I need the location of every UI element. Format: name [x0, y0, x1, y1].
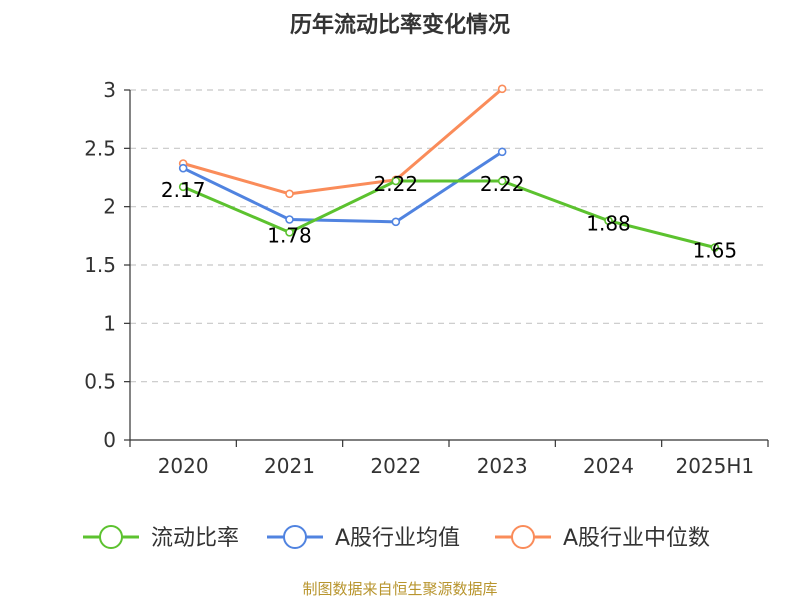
x-tick-label: 2024 — [583, 454, 634, 478]
series-point-1[interactable] — [391, 217, 401, 227]
y-tick-label: 0.5 — [84, 370, 116, 394]
data-label: 1.78 — [267, 223, 312, 247]
series-point-0[interactable] — [178, 182, 188, 192]
series-point-2[interactable] — [497, 84, 507, 94]
chart-title: 历年流动比率变化情况 — [290, 12, 510, 38]
series-point-2[interactable] — [285, 189, 294, 199]
legend: 流动比率 A股行业均值 A股行业中位数 — [83, 525, 710, 551]
series-point-1[interactable] — [178, 163, 188, 173]
y-tick-label: 1.5 — [84, 253, 116, 277]
legend-swatch-marker — [511, 525, 535, 549]
legend-item-1[interactable]: A股行业均值 — [267, 525, 460, 551]
y-tick-label: 2.5 — [84, 136, 116, 160]
x-tick-label: 2023 — [477, 454, 528, 478]
data-label: 1.88 — [586, 212, 631, 236]
series-point-0[interactable] — [497, 176, 507, 186]
legend-item-0[interactable]: 流动比率 — [83, 525, 239, 551]
series-point-0[interactable] — [285, 228, 294, 237]
series-group — [178, 84, 720, 252]
series-point-0[interactable] — [710, 243, 720, 252]
x-tick-label: 2025H1 — [675, 454, 754, 478]
data-label: 2.22 — [480, 172, 525, 196]
data-label: 1.65 — [693, 239, 738, 263]
series-point-1[interactable] — [497, 147, 507, 157]
x-tick-label: 2022 — [370, 454, 421, 478]
y-tick-label: 0 — [103, 428, 116, 452]
data-labels: 2.17 1.78 2.22 2.22 1.88 1.65 — [161, 172, 737, 263]
legend-item-2[interactable]: A股行业中位数 — [495, 525, 710, 551]
y-tick-label: 3 — [103, 78, 116, 102]
legend-label: A股行业均值 — [335, 526, 460, 551]
x-tick-label: 2021 — [264, 454, 315, 478]
grid-lines — [130, 89, 768, 383]
series-point-0[interactable] — [604, 216, 613, 225]
source-note: 制图数据来自恒生聚源数据库 — [302, 580, 497, 598]
legend-swatch-marker — [283, 525, 307, 549]
legend-swatch-marker — [99, 525, 123, 549]
legend-label: A股行业中位数 — [563, 526, 710, 551]
y-tick-label: 2 — [103, 195, 116, 219]
x-tick-label: 2020 — [158, 454, 209, 478]
series-line-0 — [182, 179, 716, 249]
legend-label: 流动比率 — [151, 526, 239, 551]
axes: 0 0.5 1 1.5 2 2.5 3 2020 2021 2022 2023 2024 2025H1 — [84, 78, 769, 478]
series-line-2 — [182, 87, 504, 196]
data-label: 2.22 — [374, 172, 419, 196]
series-line-1 — [182, 150, 503, 224]
y-tick-label: 1 — [103, 311, 116, 335]
series-point-0[interactable] — [391, 176, 401, 186]
series-point-1[interactable] — [285, 215, 294, 224]
data-label: 2.17 — [161, 178, 206, 202]
